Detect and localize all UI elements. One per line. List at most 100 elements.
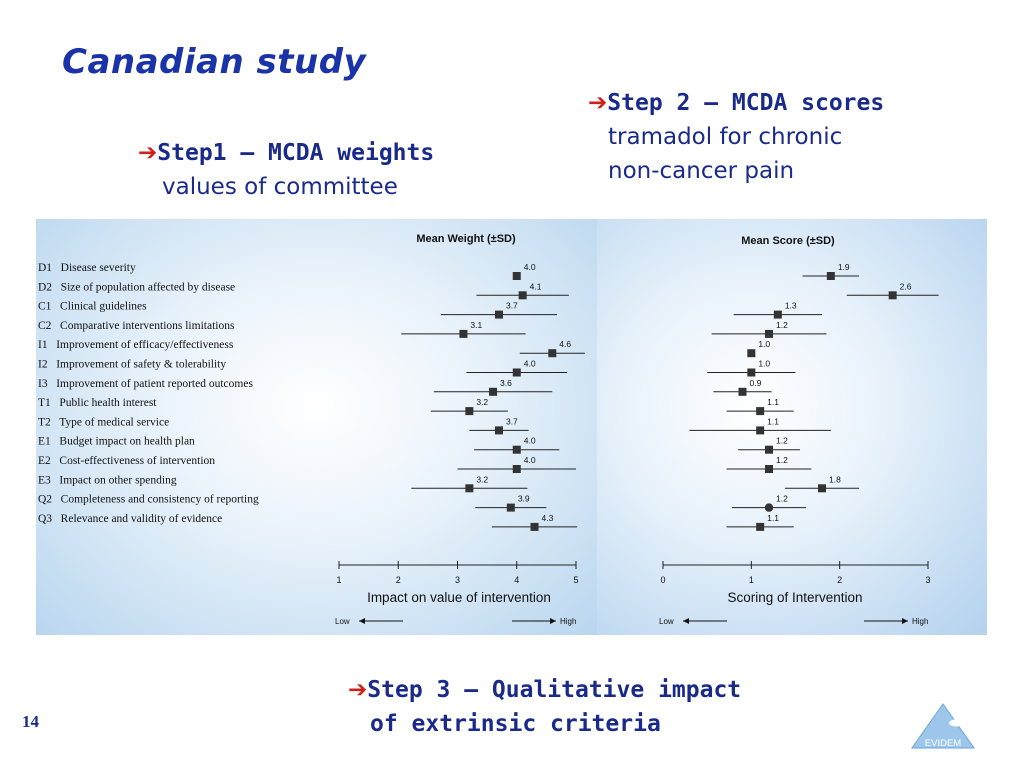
x-axis-label: Impact on value of intervention [367,590,551,605]
data-point [756,426,765,435]
slide-title: Canadian study [62,42,367,82]
x-tick-label: 5 [573,575,578,585]
step3-line2: of extrinsic criteria [370,711,661,737]
data-label: 1.2 [776,436,788,446]
category-label: T1 Public health interest [38,397,157,409]
step3-block: ➔Step 3 – Qualitative impact of extrinsi… [348,673,741,741]
data-point [765,465,773,473]
data-label: 2.6 [900,281,912,291]
step1-block: ➔Step1 – MCDA weights values of committe… [138,136,434,204]
data-label: 1.1 [767,397,779,407]
right-arrow-icon: ➔ [588,90,608,116]
data-label: 4.0 [524,262,536,272]
data-point [764,503,774,512]
data-point [465,407,474,416]
data-label: 1.1 [767,513,779,523]
data-point [518,291,527,300]
data-label: 1.9 [838,262,850,272]
x-tick-label: 0 [660,575,665,585]
category-label: T2 Type of medical service [38,416,169,428]
data-label: 1.0 [758,339,770,349]
step2-subtitle-2: non-cancer pain [608,158,795,184]
data-point [888,291,897,300]
evidem-logo: EVIDEM [911,703,975,749]
x-tick-label: 1 [336,575,341,585]
high-label: High [912,617,928,626]
data-label: 1.0 [758,359,770,369]
right-arrow-icon: ➔ [348,677,368,703]
data-point [506,503,515,512]
data-point [765,445,773,454]
data-label: 1.2 [776,494,788,504]
step2-subtitle-1: tramadol for chronic [608,124,843,150]
step1-subtitle: values of committee [162,174,398,200]
x-tick-label: 4 [514,575,519,585]
data-point [548,349,557,358]
step1-heading: Step1 – MCDA weights [157,140,435,166]
category-label: E2 Cost-effectiveness of intervention [38,455,215,467]
data-point [826,272,835,280]
category-label: D2 Size of population affected by diseas… [38,281,235,293]
data-point [530,522,539,531]
category-label: D1 Disease severity [38,262,136,274]
logo-text: EVIDEM [925,738,962,749]
category-label: C2 Comparative interventions limitations [38,320,235,332]
data-label: 3.6 [500,378,512,388]
data-label: 4.0 [524,359,536,369]
category-label: I2 Improvement of safety & tolerability [38,359,226,371]
data-label: 4.6 [559,339,571,349]
scores-chart-panel: Mean Score (±SD) 1.9 2.6 1.3 1.2 1.0 1.0 0.9 1.1… [597,219,987,635]
data-label: 3.2 [476,397,488,407]
data-label: 4.0 [524,436,536,446]
category-label: I1 Improvement of efficacy/effectiveness [38,339,234,351]
data-label: 4.3 [542,513,554,523]
high-label: High [560,617,576,626]
data-point [738,387,747,396]
category-label: I3 Improvement of patient reported outco… [38,378,253,390]
data-point [512,368,521,377]
data-point [512,272,521,280]
data-label: 1.1 [767,416,779,426]
high-arrow-icon [550,618,556,624]
data-label: 3.1 [470,320,482,330]
data-label: 1.2 [776,320,788,330]
weights-chart-panel: Mean Weight (±SD) D1 Disease severity D2 S… [36,219,597,635]
data-point [489,387,498,396]
data-point [756,522,765,531]
data-point [756,407,765,416]
low-label: Low [335,617,350,626]
x-tick-label: 2 [837,575,842,585]
page-number: 14 [22,712,39,731]
low-arrow-icon [359,618,365,624]
data-point [818,484,826,493]
category-label: E3 Impact on other spending [38,474,177,486]
step3-line1: Step 3 – Qualitative impact [367,677,742,703]
data-point [747,349,756,358]
data-label: 4.1 [530,281,542,291]
data-label: 1.8 [829,474,841,484]
x-tick-label: 2 [396,575,401,585]
category-label: Q2 Completeness and consistency of repor… [38,494,259,506]
chart-title: Mean Score (±SD) [741,235,835,247]
data-label: 1.2 [776,455,788,465]
x-tick-label: 3 [925,575,930,585]
data-label: 1.3 [785,301,797,311]
weights-chart: Mean Weight (±SD) D1 Disease severity D2 S… [38,233,585,626]
data-label: 0.9 [750,378,762,388]
data-label: 3.7 [506,301,518,311]
chart-title: Mean Weight (±SD) [416,233,516,245]
data-point [494,426,503,435]
category-label: E1 Budget impact on health plan [38,436,195,448]
step2-heading: Step 2 – MCDA scores [607,90,885,116]
low-arrow-icon [683,618,689,624]
data-label: 4.0 [524,455,536,465]
data-point [747,368,756,377]
step2-block: ➔Step 2 – MCDA scores tramadol for chron… [588,86,884,188]
right-arrow-icon: ➔ [138,140,158,166]
data-point [494,310,503,319]
low-label: Low [659,617,674,626]
data-label: 3.2 [476,474,488,484]
data-point [773,310,782,319]
x-tick-label: 3 [455,575,460,585]
data-point [459,329,468,338]
